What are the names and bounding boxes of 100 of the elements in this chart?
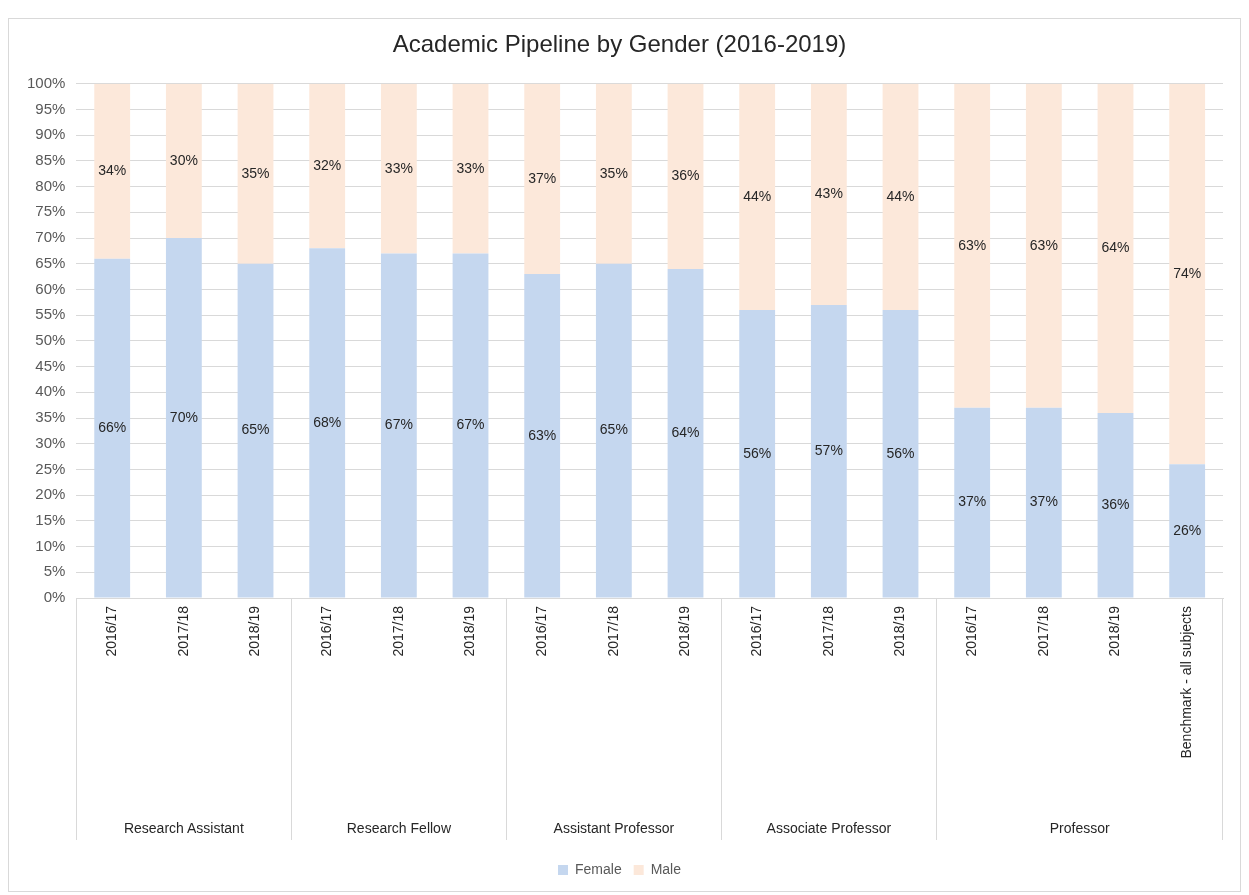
bar: [1097, 412, 1134, 598]
data-label: 37%: [958, 493, 987, 510]
bar: [810, 304, 847, 598]
y-tick-label: 5%: [43, 562, 66, 580]
data-label: 43%: [814, 185, 843, 202]
y-tick-label: 20%: [35, 485, 66, 503]
bar: [810, 83, 847, 305]
bar: [309, 83, 346, 249]
legend-label: Female: [574, 860, 622, 877]
text: Research Fellow: [346, 819, 452, 836]
data-label: 26%: [1173, 521, 1202, 538]
data-label: 63%: [958, 236, 987, 253]
x-tick-label: 2018/19: [246, 605, 263, 657]
chart-title: Academic Pipeline by Gender (2016-2019): [392, 30, 847, 58]
text: Associate Professor: [766, 819, 892, 836]
bar: [309, 248, 346, 598]
y-tick-label: 70%: [35, 228, 66, 246]
bar: [524, 274, 561, 598]
bar: [524, 83, 561, 275]
x-tick-label: 2017/18: [819, 605, 836, 657]
x-tick-label: 2018/19: [461, 605, 478, 657]
data-label: 44%: [743, 187, 772, 204]
data-label: 63%: [1029, 236, 1058, 253]
bar: [237, 83, 274, 264]
bar: [237, 263, 274, 598]
y-tick-label: 75%: [35, 202, 66, 220]
data-label: 64%: [671, 424, 700, 441]
bar: [1169, 83, 1206, 465]
data-label: 30%: [169, 151, 198, 168]
data-label: 66%: [98, 418, 127, 435]
bar: [452, 83, 489, 254]
bar: [595, 83, 632, 264]
y-tick-label: 15%: [35, 511, 66, 529]
data-label: 65%: [241, 421, 270, 438]
x-tick-label: 2017/18: [389, 605, 406, 657]
y-tick-label: 25%: [35, 459, 66, 477]
bar: [739, 310, 776, 598]
y-tick-label: 50%: [35, 331, 66, 349]
y-tick-label: 100%: [26, 73, 66, 91]
y-tick-label: 85%: [35, 151, 66, 169]
data-label: 63%: [528, 426, 557, 443]
data-label: 36%: [671, 167, 700, 184]
y-tick-label: 60%: [35, 279, 66, 297]
data-label: 65%: [599, 421, 628, 438]
text: Professor: [1049, 819, 1110, 836]
x-tick-label: 2018/19: [1106, 605, 1123, 657]
y-tick-label: 40%: [35, 382, 66, 400]
x-tick-label: 2017/18: [1034, 605, 1051, 657]
x-tick-label: Benchmark - all subjects: [1178, 606, 1195, 759]
bar: [94, 83, 131, 259]
data-label: 56%: [743, 444, 772, 461]
bar: [954, 407, 991, 598]
x-tick-label: 2017/18: [604, 605, 621, 657]
data-label: 33%: [384, 159, 413, 176]
bar: [739, 83, 776, 311]
bar: [380, 83, 417, 254]
bar: [380, 253, 417, 598]
y-tick-label: 10%: [35, 536, 66, 554]
bar: [667, 83, 704, 269]
bar: [882, 310, 919, 598]
y-tick-label: 95%: [35, 99, 66, 117]
bar: [667, 268, 704, 598]
bar: [165, 83, 202, 239]
legend-label: Male: [650, 860, 682, 877]
x-tick-label: 2016/17: [103, 605, 120, 657]
data-label: 57%: [814, 442, 843, 459]
y-tick-label: 65%: [35, 253, 66, 271]
data-label: 64%: [1101, 239, 1130, 256]
x-tick-label: 2018/19: [891, 605, 908, 657]
y-tick-label: 90%: [35, 125, 66, 143]
data-label: 35%: [241, 164, 270, 181]
text: Research Assistant: [123, 819, 244, 836]
data-label: 67%: [456, 416, 485, 433]
data-label: 35%: [599, 164, 628, 181]
bar: [1097, 83, 1134, 413]
y-tick-label: 55%: [35, 305, 66, 323]
data-label: 68%: [313, 413, 342, 430]
data-label: 44%: [886, 187, 915, 204]
y-tick-label: 45%: [35, 356, 66, 374]
data-label: 33%: [456, 159, 485, 176]
bar: [1025, 407, 1062, 598]
y-tick-label: 0%: [43, 588, 66, 606]
bar: [954, 83, 991, 408]
x-tick-label: 2016/17: [748, 605, 765, 657]
bar: [452, 253, 489, 598]
x-tick-label: 2016/17: [963, 605, 980, 657]
x-tick-label: 2017/18: [174, 605, 191, 657]
bar: [1025, 83, 1062, 408]
x-tick-label: 2016/17: [533, 605, 550, 657]
y-tick-label: 30%: [35, 433, 66, 451]
y-tick-label: 35%: [35, 408, 66, 426]
bar: [165, 238, 202, 598]
data-label: 67%: [384, 416, 413, 433]
data-label: 36%: [1101, 496, 1130, 513]
data-label: 56%: [886, 444, 915, 461]
y-tick-label: 80%: [35, 176, 66, 194]
text: Assistant Professor: [553, 819, 675, 836]
data-label: 32%: [313, 156, 342, 173]
bar: [882, 83, 919, 311]
data-label: 37%: [1029, 493, 1058, 510]
